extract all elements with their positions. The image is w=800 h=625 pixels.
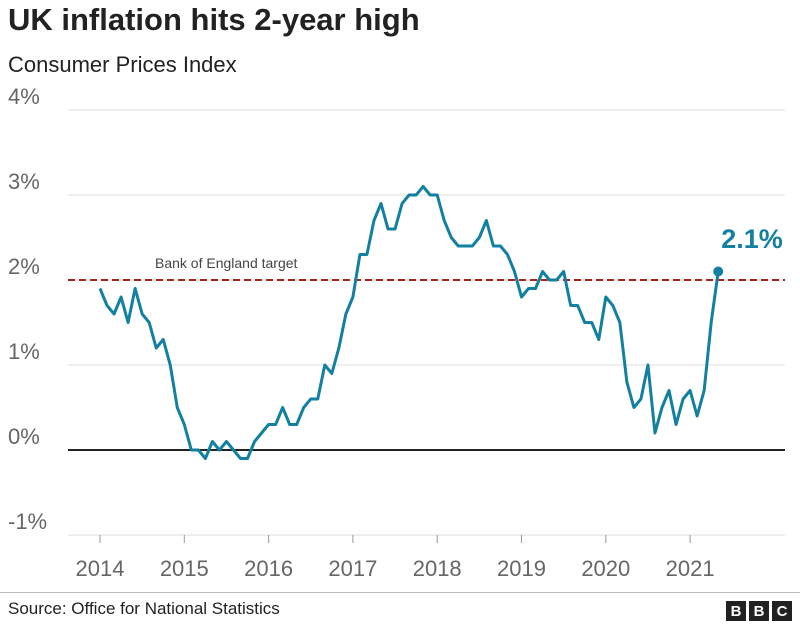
- cpi-series-line: [98, 185, 720, 460]
- latest-value-label: 2.1%: [721, 224, 783, 254]
- line-chart: 4% 3% 2% 1% 0% -1% 2014 2015 2016 2017 2018 2019 202…: [8, 84, 785, 581]
- y-tick-label: 3%: [8, 169, 40, 194]
- y-tick-label: -1%: [8, 509, 47, 534]
- chart-subtitle: Consumer Prices Index: [8, 52, 237, 77]
- target-line-label: Bank of England target: [155, 255, 298, 271]
- chart-title: UK inflation hits 2-year high: [8, 2, 420, 37]
- x-tick-label: 2016: [244, 556, 293, 581]
- x-tick-label: 2018: [413, 556, 462, 581]
- x-tick-label: 2020: [581, 556, 630, 581]
- x-tick-label: 2015: [160, 556, 209, 581]
- footer-divider: [0, 592, 800, 593]
- x-tick-label: 2021: [666, 556, 715, 581]
- x-tick-label: 2019: [497, 556, 546, 581]
- latest-point: [713, 266, 724, 277]
- y-tick-label: 4%: [8, 84, 40, 109]
- source-note: Source: Office for National Statistics: [8, 599, 280, 618]
- x-tick-label: 2017: [328, 556, 377, 581]
- y-tick-label: 0%: [8, 424, 40, 449]
- x-tick-label: 2014: [76, 556, 125, 581]
- y-tick-label: 1%: [8, 339, 40, 364]
- y-tick-label: 2%: [8, 254, 40, 279]
